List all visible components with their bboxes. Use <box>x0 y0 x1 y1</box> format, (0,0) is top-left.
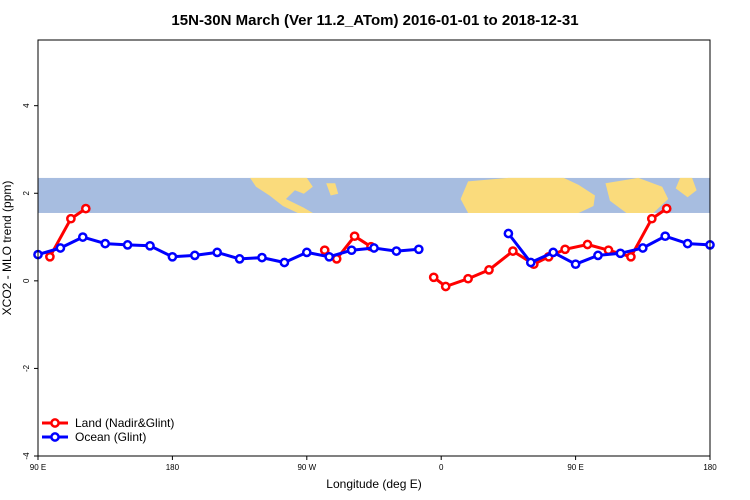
y-tick-label: 0 <box>22 278 31 283</box>
y-tick-label: 4 <box>22 103 31 108</box>
data-point <box>484 265 494 275</box>
data-point <box>646 213 657 224</box>
map-land-south-asia <box>605 177 669 213</box>
x-axis: 90 E 180 90 W 0 90 E 180 <box>30 456 717 472</box>
data-point <box>391 246 402 256</box>
x-tick-label: 90 E <box>567 463 583 472</box>
data-point <box>413 244 424 255</box>
series-land <box>45 203 672 292</box>
data-point <box>428 272 439 283</box>
data-point <box>55 243 66 253</box>
data-point <box>615 248 626 259</box>
data-point <box>463 273 473 284</box>
data-point <box>257 252 267 263</box>
data-point <box>301 247 312 258</box>
legend: Land (Nadir&Glint)Ocean (Glint) <box>42 416 174 444</box>
data-point <box>503 228 514 239</box>
map-land-florida-cuba <box>326 183 339 196</box>
data-point <box>145 240 155 251</box>
data-point <box>100 238 111 249</box>
data-point <box>570 259 581 270</box>
data-point <box>45 251 55 262</box>
series-line <box>507 232 711 266</box>
y-tick-label: -2 <box>22 364 31 372</box>
x-tick-label: 0 <box>439 463 444 472</box>
data-point <box>349 231 360 242</box>
x-tick-label: 180 <box>703 463 717 472</box>
data-point <box>212 247 223 258</box>
y-axis-label: XCO2 - MLO trend (ppm) <box>0 181 14 316</box>
data-point <box>525 257 536 268</box>
data-point <box>66 213 76 224</box>
data-point <box>626 251 636 262</box>
legend-label: Ocean (Glint) <box>75 430 146 444</box>
data-point <box>319 245 330 256</box>
data-point <box>279 257 290 268</box>
data-point <box>661 203 672 214</box>
y-tick-label: 2 <box>22 190 31 195</box>
data-point <box>593 250 603 261</box>
series-ocean <box>33 228 715 270</box>
legend-marker <box>50 432 60 442</box>
data-point <box>560 244 570 255</box>
map-land-north-america <box>250 177 313 213</box>
data-point <box>582 239 593 250</box>
data-point <box>189 250 200 261</box>
data-point <box>122 240 133 250</box>
map-ocean-band <box>38 177 710 213</box>
data-point <box>77 232 88 242</box>
x-axis-label: Longitude (deg E) <box>326 477 421 491</box>
data-point <box>637 243 648 253</box>
data-point <box>682 238 693 249</box>
data-point <box>548 247 559 258</box>
map-land-east-asia <box>675 177 697 198</box>
data-point <box>346 245 357 256</box>
data-point <box>660 231 671 242</box>
plot-frame <box>37 39 711 457</box>
legend-marker <box>50 418 60 428</box>
world-map-band <box>38 177 710 213</box>
map-land-africa-arabia <box>460 177 595 213</box>
data-point <box>80 203 91 214</box>
series-layer <box>33 203 715 292</box>
x-tick-label: 90 E <box>30 463 46 472</box>
data-point <box>508 246 518 256</box>
data-point <box>440 281 451 292</box>
legend-label: Land (Nadir&Glint) <box>75 416 174 430</box>
data-point <box>369 243 379 253</box>
data-point <box>324 251 335 262</box>
y-axis: -4 -2 0 2 4 <box>22 103 38 460</box>
y-tick-label: -4 <box>22 452 31 460</box>
data-point <box>167 251 178 262</box>
chart-title: 15N-30N March (Ver 11.2_ATom) 2016-01-01… <box>171 12 578 29</box>
x-tick-label: 180 <box>166 463 180 472</box>
data-point <box>234 254 245 264</box>
x-tick-label: 90 W <box>297 463 316 472</box>
